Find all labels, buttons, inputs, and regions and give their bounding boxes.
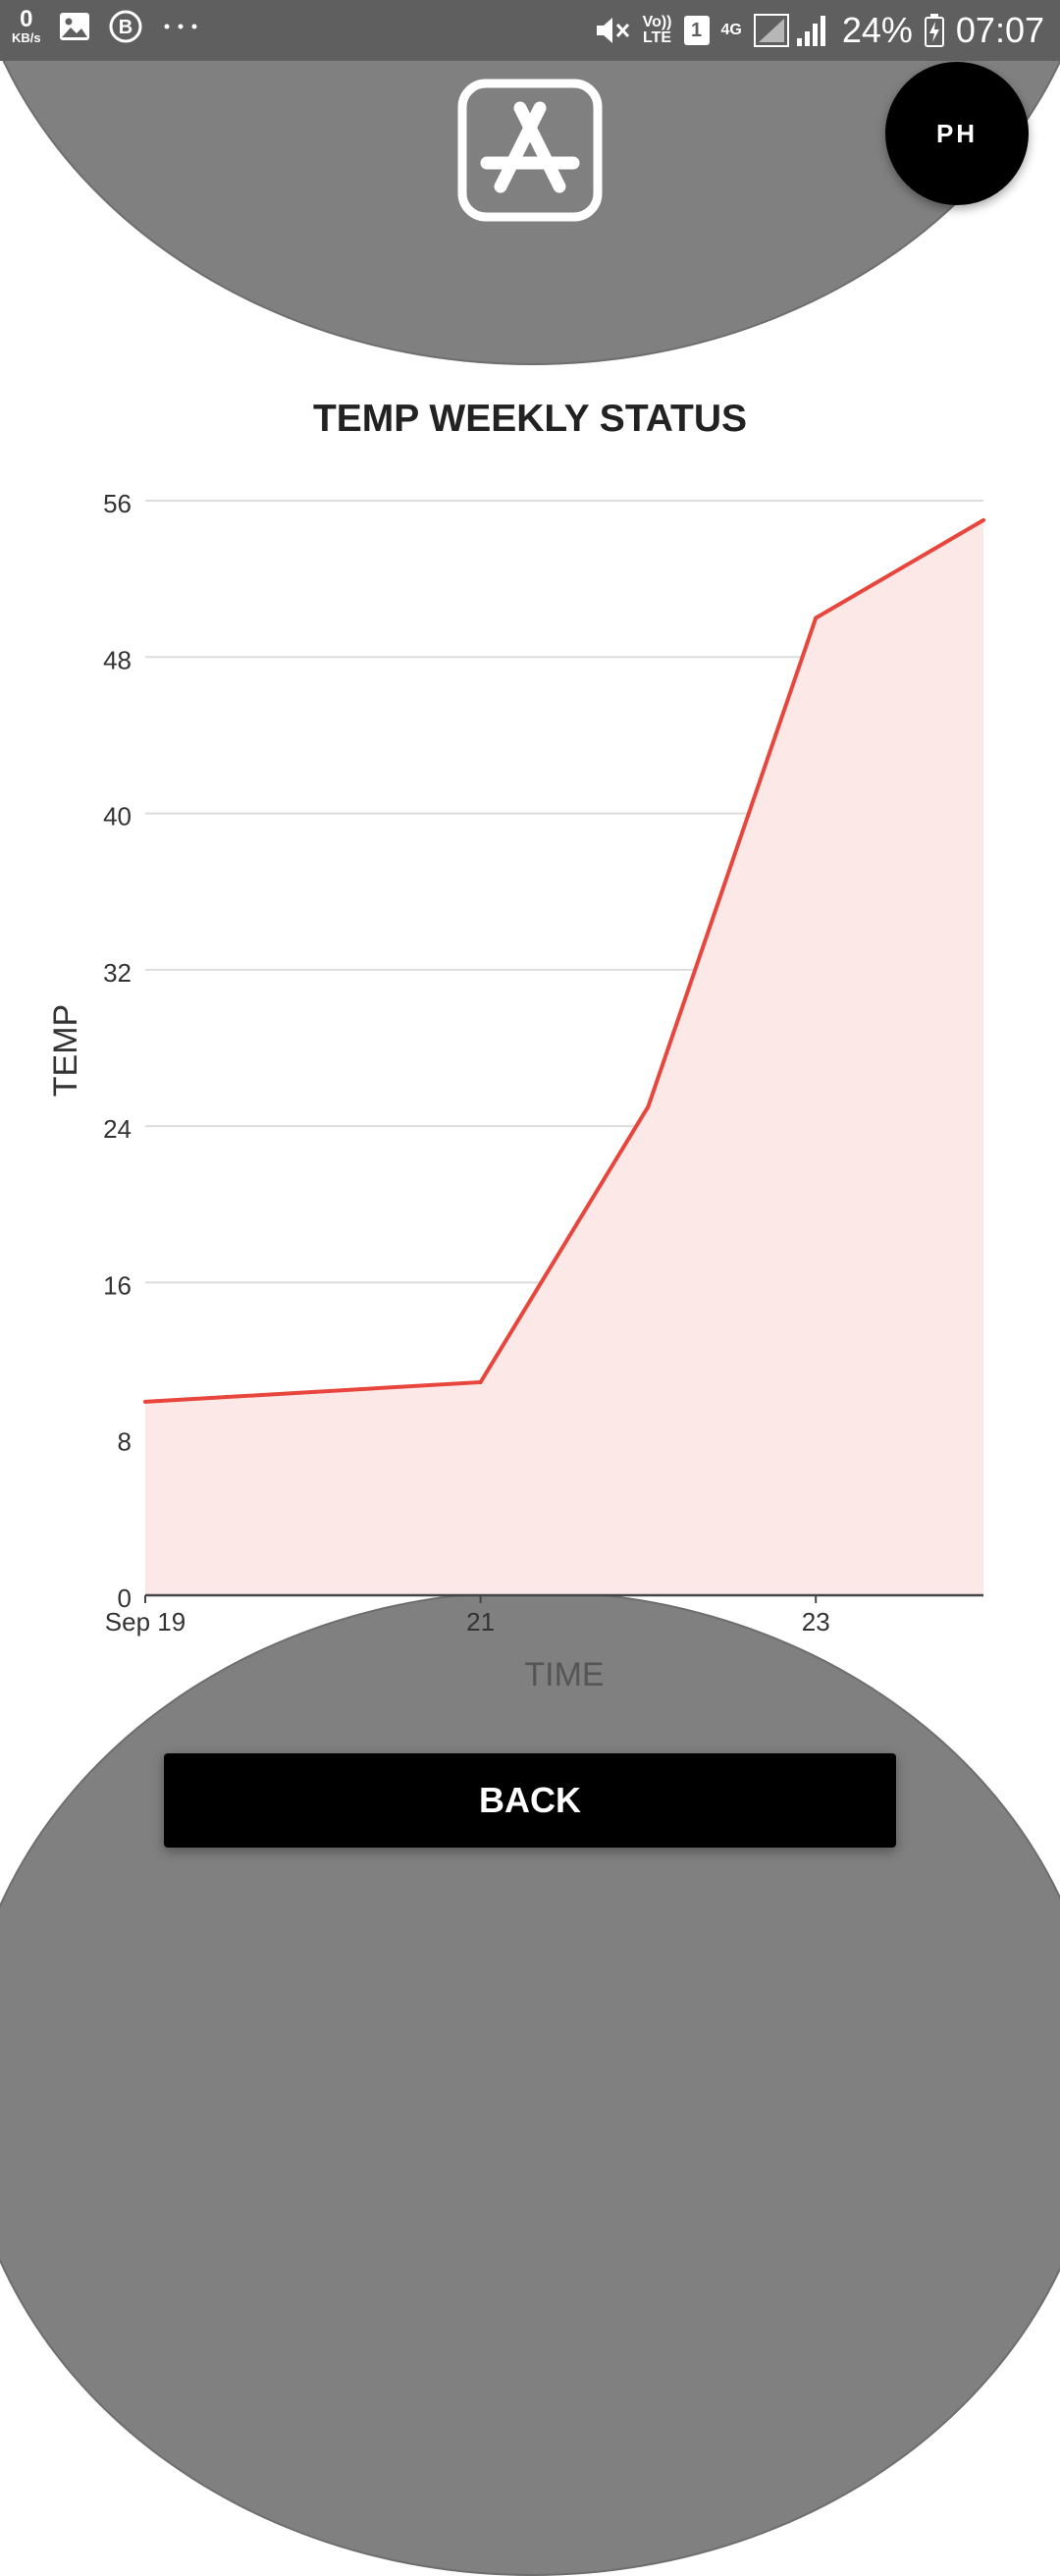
volte-bottom: LTE [643, 30, 672, 46]
volte-indicator: Vo)) LTE [643, 15, 672, 46]
signal-icon [754, 13, 830, 48]
app-store-icon [457, 79, 603, 222]
data-point [814, 616, 818, 619]
y-tick-label: 16 [103, 1270, 132, 1300]
y-axis-label: TEMP [47, 1004, 84, 1097]
gallery-icon [59, 12, 90, 41]
status-bar: 0 KB/s B Vo)) LTE 1 4G [0, 0, 1060, 61]
mute-icon [594, 14, 631, 47]
sim-number: 1 [684, 16, 710, 45]
y-tick-label: 40 [103, 802, 132, 832]
network-speed-unit: KB/s [12, 31, 41, 44]
network-speed-value: 0 [20, 8, 32, 31]
clock: 07:07 [956, 10, 1044, 51]
network-speed: 0 KB/s [12, 8, 41, 44]
y-tick-label: 24 [103, 1114, 132, 1144]
back-button[interactable]: BACK [164, 1753, 896, 1848]
chart-title: TEMP WEEKLY STATUS [0, 398, 1060, 441]
battery-percent: 24% [842, 10, 913, 51]
volte-top: Vo)) [643, 15, 672, 30]
data-point [479, 1380, 483, 1384]
status-left: 0 KB/s B [12, 8, 200, 44]
svg-text:B: B [118, 17, 132, 38]
battery-icon [925, 14, 944, 47]
footer-circle [0, 1590, 1060, 2576]
data-point [143, 1400, 147, 1404]
status-right: Vo)) LTE 1 4G 24% 07:07 [594, 10, 1044, 51]
avatar[interactable]: PH [885, 62, 1029, 205]
y-tick-label: 56 [103, 489, 132, 518]
network-type: 4G [721, 23, 742, 38]
x-tick-label: 23 [802, 1607, 830, 1637]
x-tick-label: 21 [466, 1607, 495, 1637]
x-tick-label: Sep 19 [105, 1607, 186, 1637]
more-dots-icon [161, 22, 200, 31]
temp-area-fill [145, 520, 983, 1595]
y-tick-label: 32 [103, 958, 132, 988]
data-point [646, 1104, 650, 1108]
b-icon: B [108, 9, 143, 44]
y-tick-label: 48 [103, 645, 132, 674]
y-tick-label: 8 [118, 1427, 132, 1457]
x-axis-label: TIME [524, 1656, 604, 1693]
data-point [981, 518, 985, 522]
x-tick-labels: Sep 19 21 23 [105, 1595, 830, 1637]
